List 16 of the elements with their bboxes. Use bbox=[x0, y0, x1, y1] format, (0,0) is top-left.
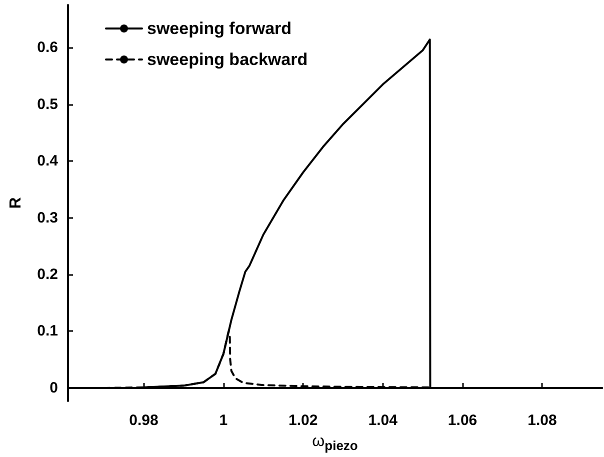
y-tick-label: 0.6 bbox=[37, 39, 58, 56]
y-tick-label: 0 bbox=[50, 379, 58, 396]
y-tick-label: 0.5 bbox=[37, 96, 58, 113]
legend-label: sweeping backward bbox=[147, 50, 308, 69]
legend-label: sweeping forward bbox=[147, 19, 292, 38]
x-tick-label: 1.02 bbox=[288, 412, 318, 429]
x-tick-label: 1 bbox=[219, 412, 228, 429]
x-tick-label: 0.98 bbox=[129, 412, 158, 429]
x-tick-label: 1.08 bbox=[528, 412, 557, 429]
x-tick-label: 1.06 bbox=[448, 412, 478, 429]
x-tick-label: 1.04 bbox=[368, 412, 398, 429]
y-tick-label: 0.2 bbox=[37, 266, 58, 283]
y-tick-label: 0.1 bbox=[37, 322, 58, 340]
y-tick-label: 0.3 bbox=[37, 209, 58, 226]
y-tick-label: 0.4 bbox=[37, 152, 59, 170]
y-axis-title: R bbox=[8, 196, 24, 209]
